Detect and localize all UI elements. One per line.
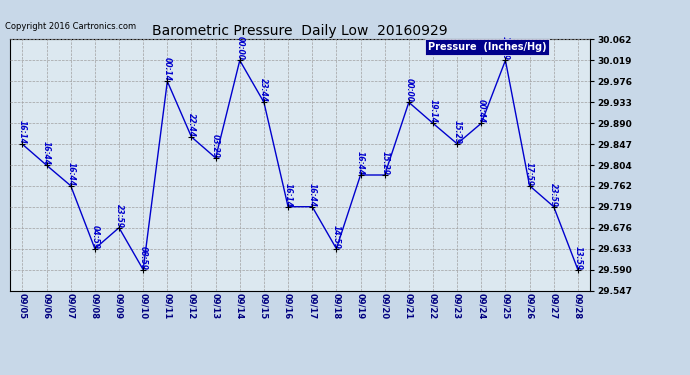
Text: 23:59: 23:59	[115, 204, 124, 228]
Text: 00:44: 00:44	[477, 99, 486, 123]
Text: Copyright 2016 Cartronics.com: Copyright 2016 Cartronics.com	[5, 22, 136, 31]
Text: Pressure  (Inches/Hg): Pressure (Inches/Hg)	[428, 42, 546, 52]
Text: 18:29: 18:29	[501, 36, 510, 60]
Text: 16:14: 16:14	[284, 183, 293, 207]
Text: 17:59: 17:59	[525, 162, 534, 186]
Title: Barometric Pressure  Daily Low  20160929: Barometric Pressure Daily Low 20160929	[152, 24, 448, 38]
Text: 15:29: 15:29	[453, 120, 462, 144]
Text: 00:14: 00:14	[163, 57, 172, 81]
Text: 13:59: 13:59	[573, 246, 582, 270]
Text: 08:59: 08:59	[139, 246, 148, 270]
Text: 16:44: 16:44	[66, 162, 75, 186]
Text: 16:14: 16:14	[18, 120, 27, 144]
Text: 04:59: 04:59	[90, 225, 99, 249]
Text: 03:29: 03:29	[211, 134, 220, 158]
Text: 14:59: 14:59	[332, 225, 341, 249]
Text: 00:00: 00:00	[235, 36, 244, 60]
Text: 16:44: 16:44	[42, 141, 51, 165]
Text: 23:44: 23:44	[259, 78, 268, 102]
Text: 19:14: 19:14	[428, 99, 437, 123]
Text: 22:44: 22:44	[187, 113, 196, 137]
Text: 16:44: 16:44	[308, 183, 317, 207]
Text: 16:44: 16:44	[356, 151, 365, 175]
Text: 15:29: 15:29	[380, 151, 389, 175]
Text: 00:00: 00:00	[404, 78, 413, 102]
Text: 23:59: 23:59	[549, 183, 558, 207]
